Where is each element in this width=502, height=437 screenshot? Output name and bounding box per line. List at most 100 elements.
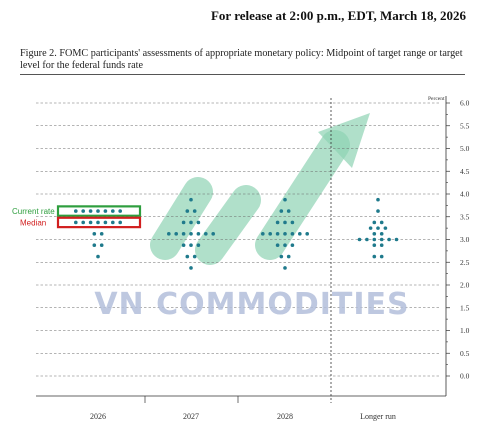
dot bbox=[365, 237, 369, 242]
dot bbox=[379, 243, 384, 247]
dot bbox=[185, 254, 190, 259]
dot bbox=[279, 254, 284, 259]
dot bbox=[387, 237, 391, 242]
dot bbox=[92, 232, 97, 236]
dot bbox=[118, 220, 122, 225]
release-date: For release at 2:00 p.m., EDT, March 18,… bbox=[210, 8, 466, 23]
dot bbox=[196, 232, 201, 236]
dot bbox=[211, 232, 215, 236]
annotation-box bbox=[56, 205, 142, 217]
dot bbox=[196, 243, 201, 247]
dot bbox=[88, 220, 93, 225]
dot bbox=[111, 220, 115, 225]
y-axis-unit: Percent bbox=[428, 96, 445, 102]
dot bbox=[189, 266, 193, 270]
dot bbox=[372, 243, 377, 247]
dot bbox=[372, 254, 377, 259]
dot bbox=[279, 209, 284, 213]
gridlines bbox=[36, 102, 440, 377]
dot bbox=[379, 232, 384, 236]
category-label: 2027 bbox=[183, 412, 199, 421]
dot bbox=[181, 220, 186, 225]
dot bbox=[275, 220, 280, 225]
annotation-box bbox=[56, 216, 142, 229]
dot bbox=[275, 243, 280, 247]
dot bbox=[283, 197, 287, 202]
y-tick-label: 3.5 bbox=[460, 212, 470, 221]
dot bbox=[298, 232, 302, 236]
y-tick-label: 5.0 bbox=[460, 144, 470, 153]
y-axis: Percent 0.0 0.5 1.0 1.5 2.0 2.5 3.0 3.5 4.0 4.5 5.0… bbox=[36, 96, 470, 397]
dot bbox=[290, 220, 295, 225]
dot bbox=[81, 209, 85, 213]
category-label: 2026 bbox=[90, 412, 106, 421]
dot bbox=[99, 243, 104, 247]
watermark-arrow-shaft bbox=[255, 130, 350, 260]
dot bbox=[286, 209, 291, 213]
dot bbox=[74, 220, 78, 225]
y-tick-label: 2.5 bbox=[460, 258, 470, 267]
dot bbox=[92, 243, 97, 247]
watermark: VN COMMODITIES bbox=[94, 287, 408, 322]
dot bbox=[189, 220, 193, 225]
dot bbox=[189, 197, 193, 202]
dot bbox=[383, 226, 388, 230]
dot bbox=[372, 220, 377, 225]
y-tick-label: 0.5 bbox=[460, 349, 470, 358]
category-axis: 2026 2027 2028 Longer run bbox=[90, 98, 396, 421]
dot bbox=[376, 226, 380, 230]
dot bbox=[372, 237, 377, 242]
dot bbox=[181, 232, 186, 236]
dot bbox=[185, 209, 190, 213]
dot bbox=[189, 243, 193, 247]
dot bbox=[379, 220, 384, 225]
dot bbox=[394, 237, 399, 242]
category-label: 2028 bbox=[277, 412, 293, 421]
dot bbox=[99, 232, 104, 236]
dot bbox=[103, 209, 108, 213]
dot bbox=[96, 254, 100, 259]
dot bbox=[275, 232, 280, 236]
dot bbox=[283, 266, 287, 270]
dot bbox=[189, 232, 193, 236]
y-tick-label: 1.0 bbox=[460, 326, 470, 335]
y-tick-label: 5.5 bbox=[460, 121, 470, 130]
dot bbox=[379, 237, 384, 242]
dot bbox=[290, 232, 295, 236]
y-tick-label: 3.0 bbox=[460, 235, 470, 244]
dot bbox=[376, 209, 380, 213]
y-tick-label: 1.5 bbox=[460, 303, 470, 312]
dot bbox=[376, 197, 380, 202]
dot bbox=[357, 237, 362, 242]
annotation-label: Median bbox=[20, 218, 46, 227]
y-tick-label: 4.5 bbox=[460, 167, 470, 176]
dot bbox=[181, 243, 186, 247]
dot bbox=[196, 220, 201, 225]
y-tick-label: 6.0 bbox=[460, 99, 470, 108]
category-label: Longer run bbox=[360, 412, 396, 421]
y-tick-label: 0.0 bbox=[460, 372, 470, 381]
dot bbox=[368, 226, 373, 230]
dot bbox=[111, 209, 115, 213]
dot bbox=[96, 220, 100, 225]
dot bbox=[204, 232, 208, 236]
annotations: Current rate Median bbox=[12, 205, 142, 229]
dot bbox=[174, 232, 178, 236]
dot bbox=[192, 254, 197, 259]
y-tick-label: 2.0 bbox=[460, 281, 470, 290]
dot bbox=[74, 209, 78, 213]
y-tick-label: 4.0 bbox=[460, 190, 470, 199]
dot bbox=[286, 254, 291, 259]
dot bbox=[81, 220, 85, 225]
dot bbox=[192, 209, 197, 213]
dot bbox=[88, 209, 93, 213]
dot bbox=[96, 209, 100, 213]
dot bbox=[290, 243, 295, 247]
dot bbox=[283, 243, 287, 247]
dot bbox=[379, 254, 384, 259]
dot bbox=[103, 220, 108, 225]
figure-caption: Figure 2. FOMC participants' assessments… bbox=[20, 48, 463, 71]
watermark-bar-1 bbox=[150, 177, 213, 260]
watermark-shapes bbox=[150, 113, 370, 265]
